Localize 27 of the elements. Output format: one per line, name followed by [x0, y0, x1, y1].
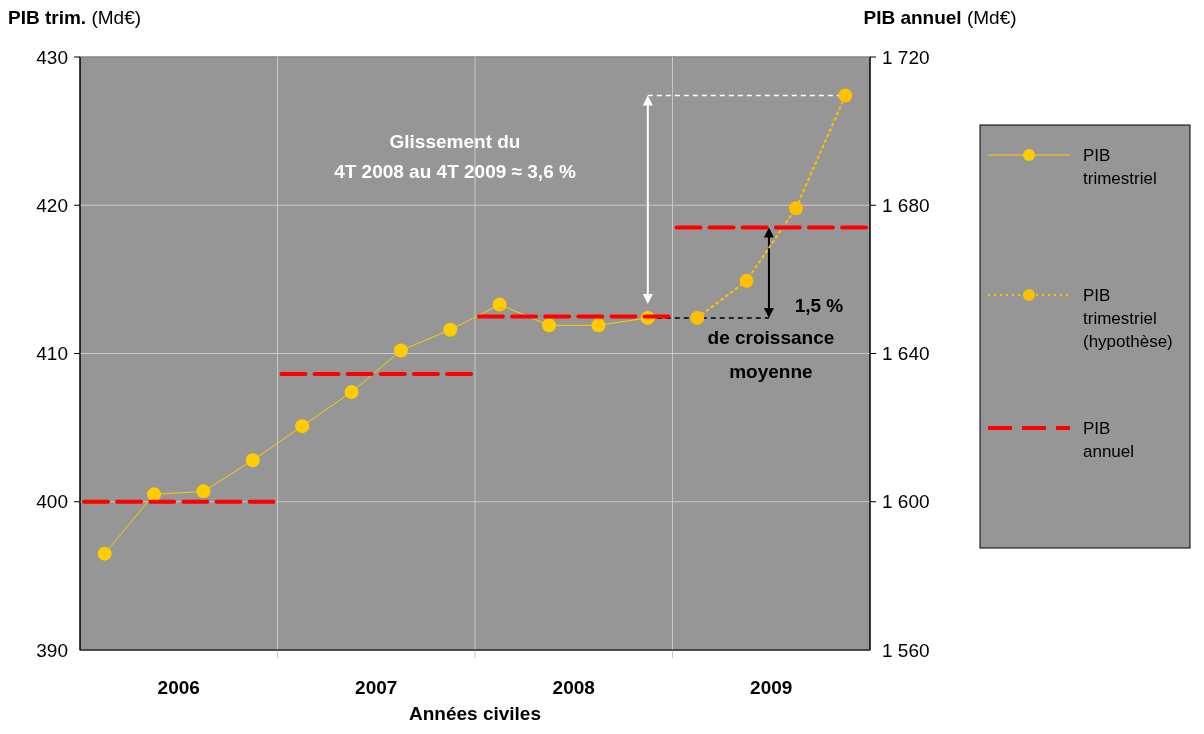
y2-tick-label: 1 560 — [882, 639, 930, 661]
x-tick-label: 2009 — [750, 677, 793, 698]
legend-label: PIB trimestriel — [1083, 146, 1157, 188]
y-axis-title: PIB trim. (Md€) — [8, 7, 142, 28]
x-tick-label: 2007 — [355, 677, 398, 698]
x-tick-label: 2006 — [157, 677, 200, 698]
point — [838, 88, 853, 103]
point — [690, 310, 705, 325]
y2-tick-label: 1 720 — [882, 46, 930, 68]
legend-label: PIB annuel — [1083, 419, 1135, 461]
y-tick-label: 430 — [36, 46, 68, 68]
y2-axis-title: PIB annuel (Md€) — [863, 7, 1017, 28]
point — [97, 546, 112, 561]
point — [542, 318, 557, 333]
y-tick-label: 410 — [36, 343, 68, 365]
y-tick-label: 420 — [36, 194, 68, 216]
x-tick-label: 2008 — [552, 677, 595, 698]
annotation: Glissement du 4T 2008 au 4T 2009 ≈ 3,6 % — [334, 131, 576, 182]
y-tick-label: 400 — [36, 491, 68, 513]
annotation: 1,5 % de croissance moyenne — [707, 294, 844, 382]
y2-tick-label: 1 680 — [882, 194, 930, 216]
y-tick-label: 390 — [36, 639, 68, 661]
y2-tick-label: 1 600 — [882, 491, 930, 513]
legend-label: PIB trimestriel (hypothèse) — [1083, 286, 1173, 351]
x-axis-title: Années civiles — [408, 703, 542, 724]
point — [295, 419, 310, 434]
y2-tick-label: 1 640 — [882, 343, 930, 365]
